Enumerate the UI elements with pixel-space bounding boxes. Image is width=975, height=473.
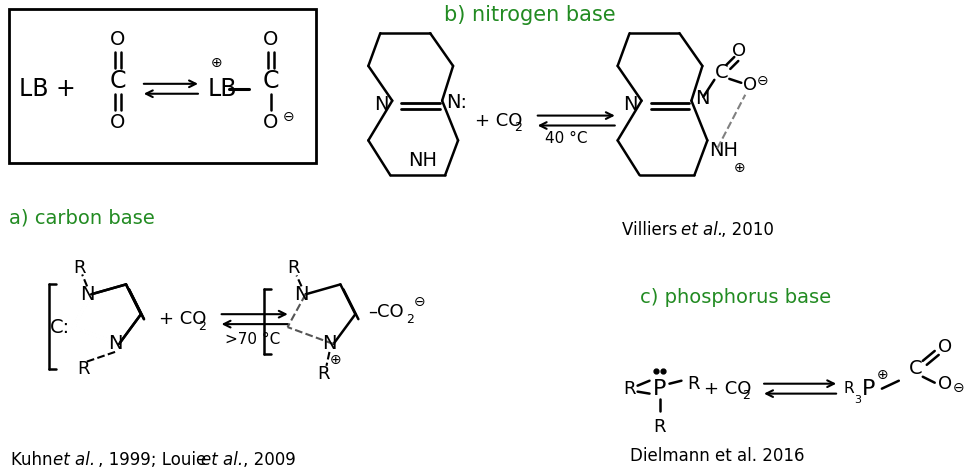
Text: Dielmann et al. 2016: Dielmann et al. 2016: [630, 447, 804, 465]
Text: et al.: et al.: [682, 221, 723, 239]
Text: R: R: [77, 360, 90, 378]
Text: , 2009: , 2009: [243, 451, 295, 469]
Text: C:: C:: [50, 317, 70, 337]
Text: 3: 3: [854, 394, 861, 404]
Text: –CO: –CO: [369, 303, 404, 321]
Text: + CO: + CO: [475, 112, 523, 130]
Text: O: O: [263, 113, 278, 132]
Text: C: C: [909, 359, 922, 378]
Text: ⊕: ⊕: [877, 368, 888, 382]
Text: , 2010: , 2010: [722, 221, 774, 239]
Text: b) nitrogen base: b) nitrogen base: [444, 5, 615, 25]
Text: 2: 2: [742, 389, 750, 402]
Text: O: O: [938, 338, 952, 356]
Text: C: C: [262, 69, 279, 93]
Text: R: R: [623, 380, 636, 398]
Text: R: R: [843, 381, 854, 396]
Text: NH: NH: [710, 141, 738, 160]
Text: ⊖: ⊖: [283, 110, 294, 123]
Text: N: N: [108, 334, 122, 353]
Text: NH: NH: [409, 151, 437, 170]
Text: 2: 2: [198, 320, 206, 333]
Text: N:: N:: [447, 93, 467, 112]
Text: O: O: [110, 113, 126, 132]
Text: O: O: [743, 76, 758, 94]
Text: Kuhn: Kuhn: [12, 451, 59, 469]
Text: N: N: [80, 285, 95, 304]
Text: C: C: [715, 63, 728, 82]
Text: LB: LB: [208, 77, 237, 101]
Text: N: N: [374, 95, 389, 114]
Text: O: O: [938, 375, 952, 393]
Bar: [10, 9, 317, 163]
Text: 2: 2: [514, 121, 522, 134]
Text: R: R: [653, 419, 666, 437]
Text: LB +: LB +: [20, 77, 76, 101]
Text: a) carbon base: a) carbon base: [10, 209, 155, 228]
Text: O: O: [110, 30, 126, 49]
Text: P: P: [862, 379, 876, 399]
Text: ⊕: ⊕: [330, 353, 341, 367]
Text: ⊖: ⊖: [953, 381, 964, 394]
Text: + CO: + CO: [704, 380, 752, 398]
Text: >70 °C: >70 °C: [225, 332, 280, 347]
Text: 40 °C: 40 °C: [545, 131, 587, 146]
Text: N: N: [624, 95, 638, 114]
Text: O: O: [263, 30, 278, 49]
Text: N: N: [294, 285, 309, 304]
Text: Villiers: Villiers: [622, 221, 682, 239]
Text: R: R: [73, 259, 86, 277]
Text: + CO: + CO: [159, 310, 207, 328]
Text: N: N: [322, 334, 336, 353]
Text: 2: 2: [407, 313, 414, 325]
Text: C: C: [110, 69, 127, 93]
Text: ⊕: ⊕: [211, 56, 222, 70]
Text: ⊖: ⊖: [758, 74, 769, 88]
Text: c) phosphorus base: c) phosphorus base: [640, 288, 831, 307]
Text: et al.: et al.: [54, 451, 96, 469]
Text: R: R: [687, 375, 700, 393]
Text: et al.: et al.: [201, 451, 243, 469]
Text: ⊕: ⊕: [733, 161, 745, 175]
Text: N: N: [695, 89, 710, 108]
Text: P: P: [653, 379, 666, 399]
Text: O: O: [732, 42, 746, 60]
Text: R: R: [288, 259, 299, 277]
Text: R: R: [317, 365, 330, 383]
Text: , 1999; Louie: , 1999; Louie: [98, 451, 212, 469]
Text: ⊖: ⊖: [414, 295, 426, 309]
